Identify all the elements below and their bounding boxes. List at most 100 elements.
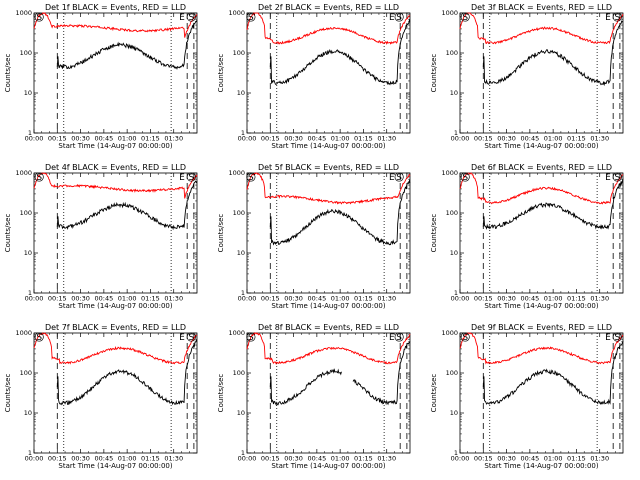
y-tick-label: 1000 <box>228 9 245 17</box>
x-tick-label: 00:30 <box>71 455 90 463</box>
x-tick-label: 00:30 <box>284 295 303 303</box>
x-tick-label: 01:00 <box>331 295 350 303</box>
start-marker-circle <box>612 12 622 22</box>
lld-series-line <box>246 172 411 205</box>
y-tick-label: 100 <box>233 49 245 57</box>
panel-title: Det 5f BLACK = Events, RED = LLD <box>258 163 399 172</box>
detector-panel: Det 6f BLACK = Events, RED = LLD 1 10 100 10… <box>430 163 624 310</box>
y-tick-label: 1 <box>28 129 32 137</box>
lld-series-line <box>33 172 198 199</box>
events-series-line <box>269 341 411 406</box>
end-marker-label: E <box>605 333 611 343</box>
x-tick-label: 01:15 <box>141 135 160 143</box>
plot-frame <box>246 12 411 134</box>
start-marker-circle <box>460 172 470 182</box>
y-axis-label: Counts/sec <box>430 214 438 253</box>
x-tick-label: 01:00 <box>544 455 563 463</box>
panel-title: Det 4f BLACK = Events, RED = LLD <box>45 163 186 172</box>
panel-title: Det 9f BLACK = Events, RED = LLD <box>471 323 612 332</box>
y-tick-label: 1 <box>241 129 245 137</box>
x-tick-label: 00:15 <box>261 135 280 143</box>
y-tick-label: 100 <box>20 49 32 57</box>
panel-title: Det 3f BLACK = Events, RED = LLD <box>471 3 612 12</box>
y-tick-label: 100 <box>233 209 245 217</box>
lld-series-line <box>459 12 624 45</box>
x-axis-label: Start Time (14-Aug-07 00:00:00) <box>484 462 598 470</box>
start-marker-circle <box>394 12 404 22</box>
end-marker-label: E <box>605 173 611 183</box>
y-axis-label: Counts/sec <box>217 214 225 253</box>
start-marker-label: S <box>614 173 620 183</box>
x-axis-label: Start Time (14-Aug-07 00:00:00) <box>484 302 598 310</box>
detector-panel: Det 2f BLACK = Events, RED = LLD 1 10 100 10… <box>217 3 411 150</box>
start-marker-circle <box>612 332 622 342</box>
start-marker-circle <box>246 172 256 182</box>
start-marker-label: S <box>248 173 254 183</box>
x-tick-label: 00:00 <box>238 295 257 303</box>
events-series-line <box>482 178 624 230</box>
x-tick-label: 00:45 <box>307 455 326 463</box>
x-tick-label: 00:30 <box>284 135 303 143</box>
start-marker-label: S <box>396 13 402 23</box>
events-series-line <box>56 19 198 70</box>
panel-title: Det 8f BLACK = Events, RED = LLD <box>258 323 399 332</box>
x-tick-label: 01:15 <box>354 135 373 143</box>
x-tick-label: 00:45 <box>94 135 113 143</box>
plot-frame <box>459 332 624 454</box>
x-tick-label: 01:30 <box>590 295 609 303</box>
start-marker-circle <box>186 12 196 22</box>
y-tick-label: 1000 <box>441 329 458 337</box>
y-tick-label: 10 <box>237 409 245 417</box>
y-axis-label: Counts/sec <box>4 54 12 93</box>
x-tick-label: 01:00 <box>331 135 350 143</box>
x-tick-label: 01:30 <box>164 295 183 303</box>
x-tick-label: 01:30 <box>164 455 183 463</box>
x-tick-label: 01:30 <box>164 135 183 143</box>
start-marker-circle <box>460 12 470 22</box>
x-tick-label: 00:00 <box>238 455 257 463</box>
start-marker-label: S <box>462 333 468 343</box>
panel-title: Det 7f BLACK = Events, RED = LLD <box>45 323 186 332</box>
plot-frame <box>459 12 624 134</box>
x-tick-label: 00:45 <box>520 295 539 303</box>
y-axis-label: Counts/sec <box>217 54 225 93</box>
y-tick-label: 10 <box>24 89 32 97</box>
plot-frame <box>246 332 411 454</box>
x-tick-label: 01:00 <box>118 135 137 143</box>
start-marker-circle <box>34 12 44 22</box>
x-tick-label: 01:00 <box>331 455 350 463</box>
start-marker-label: S <box>248 333 254 343</box>
events-series-line <box>269 19 411 86</box>
start-marker-circle <box>186 332 196 342</box>
y-tick-label: 1000 <box>15 169 32 177</box>
y-tick-label: 100 <box>20 209 32 217</box>
y-tick-label: 100 <box>446 369 458 377</box>
y-tick-label: 1 <box>454 129 458 137</box>
x-tick-label: 01:00 <box>544 135 563 143</box>
x-tick-label: 01:30 <box>590 135 609 143</box>
start-marker-label: S <box>36 13 42 23</box>
x-tick-label: 01:00 <box>118 455 137 463</box>
plot-frame <box>246 172 411 294</box>
start-marker-label: S <box>462 13 468 23</box>
x-tick-label: 00:00 <box>451 135 470 143</box>
y-tick-label: 10 <box>450 89 458 97</box>
start-marker-label: S <box>462 173 468 183</box>
x-tick-label: 00:15 <box>474 455 493 463</box>
y-tick-label: 1 <box>241 449 245 457</box>
lld-series-line <box>459 172 624 205</box>
x-axis-label: Start Time (14-Aug-07 00:00:00) <box>271 302 385 310</box>
x-axis-label: Start Time (14-Aug-07 00:00:00) <box>58 462 172 470</box>
events-series-line <box>269 179 411 246</box>
lld-series-line <box>246 332 411 365</box>
plot-frame <box>33 332 198 454</box>
events-series-line <box>56 339 198 406</box>
x-tick-label: 00:30 <box>71 135 90 143</box>
end-marker-label: E <box>389 173 395 183</box>
y-axis-label: Counts/sec <box>4 214 12 253</box>
y-tick-label: 1 <box>454 449 458 457</box>
end-marker-label: E <box>389 13 395 23</box>
events-series-line <box>482 340 624 405</box>
detector-panel: Det 8f BLACK = Events, RED = LLD 1 10 100 10… <box>217 323 411 470</box>
start-marker-label: S <box>36 333 42 343</box>
